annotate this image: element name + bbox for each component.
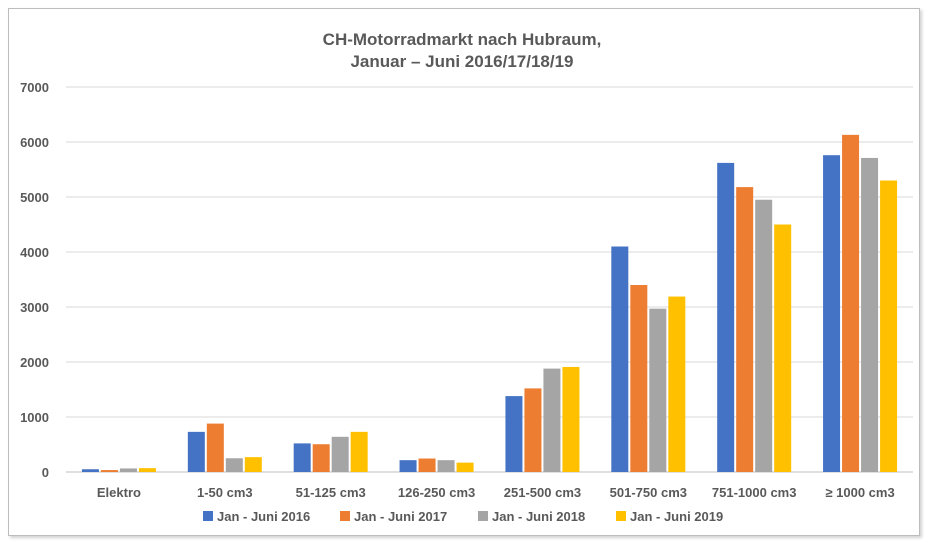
bar-1-3 xyxy=(293,443,311,472)
y-tick-label: 5000 xyxy=(20,190,49,205)
y-tick-label: 7000 xyxy=(20,80,49,95)
bar-4-3 xyxy=(350,431,368,472)
legend-swatch-2 xyxy=(340,511,350,521)
bar-2-6 xyxy=(630,285,648,472)
bar-2-7 xyxy=(736,187,754,472)
legend-swatch-4 xyxy=(616,511,626,521)
bar-3-8 xyxy=(861,157,879,472)
bar-3-2 xyxy=(225,458,243,472)
x-tick-label: Elektro xyxy=(97,485,141,500)
y-tick-label: 6000 xyxy=(20,135,49,150)
bar-3-1 xyxy=(119,468,137,472)
bar-2-4 xyxy=(418,458,436,472)
bar-1-2 xyxy=(187,431,205,472)
x-tick-label: 126-250 cm3 xyxy=(398,485,475,500)
x-tick-label: 751-1000 cm3 xyxy=(712,485,797,500)
bar-4-8 xyxy=(880,180,898,472)
bar-1-8 xyxy=(823,155,841,472)
bar-1-7 xyxy=(717,162,735,472)
bar-3-5 xyxy=(543,368,561,472)
bar-1-1 xyxy=(81,469,99,472)
bar-3-6 xyxy=(649,308,667,472)
bar-4-2 xyxy=(244,457,262,472)
x-tick-label: 501-750 cm3 xyxy=(610,485,687,500)
x-axis-tick-labels: Elektro 1-50 cm3 51-125 cm3 126-250 cm3 251-… xyxy=(97,485,895,500)
bar-1-4 xyxy=(399,460,417,472)
chart-title-line-1: CH-Motorradmarkt nach Hubraum, xyxy=(323,30,602,49)
x-tick-label: 251-500 cm3 xyxy=(504,485,581,500)
y-tick-label: 1000 xyxy=(20,410,49,425)
bar-3-7 xyxy=(755,199,773,472)
bar-1-5 xyxy=(505,396,523,472)
y-tick-label: 3000 xyxy=(20,300,49,315)
chart-title-line-2: Januar – Juni 2016/17/18/19 xyxy=(350,52,573,71)
bar-4-5 xyxy=(562,366,580,472)
legend-label-3: Jan - Juni 2018 xyxy=(492,509,585,524)
bar-2-3 xyxy=(312,444,330,472)
x-tick-label: 51-125 cm3 xyxy=(296,485,366,500)
bar-2-1 xyxy=(100,470,118,472)
bar-3-4 xyxy=(437,460,455,472)
legend-label-1: Jan - Juni 2016 xyxy=(217,509,310,524)
legend-label-2: Jan - Juni 2017 xyxy=(354,509,447,524)
x-tick-label: ≥ 1000 cm3 xyxy=(825,485,894,500)
legend-swatch-3 xyxy=(478,511,488,521)
legend-swatch-1 xyxy=(203,511,213,521)
bar-4-1 xyxy=(138,468,156,472)
bar-3-3 xyxy=(331,436,349,472)
bar-4-4 xyxy=(456,462,474,472)
bar-4-7 xyxy=(774,224,792,472)
bar-2-8 xyxy=(842,134,860,472)
legend-label-4: Jan - Juni 2019 xyxy=(630,509,723,524)
x-tick-label: 1-50 cm3 xyxy=(197,485,253,500)
y-tick-label: 0 xyxy=(42,465,49,480)
bar-2-2 xyxy=(206,423,224,472)
bars xyxy=(81,134,898,472)
y-tick-label: 4000 xyxy=(20,245,49,260)
bar-1-6 xyxy=(611,246,629,472)
bar-2-5 xyxy=(524,388,542,472)
y-tick-label: 2000 xyxy=(20,355,49,370)
bar-4-6 xyxy=(668,296,686,472)
legend: Jan - Juni 2016 Jan - Juni 2017 Jan - Juni… xyxy=(203,509,723,524)
y-axis-tick-labels: 0 1000 2000 3000 4000 5000 6000 7000 xyxy=(20,80,49,480)
